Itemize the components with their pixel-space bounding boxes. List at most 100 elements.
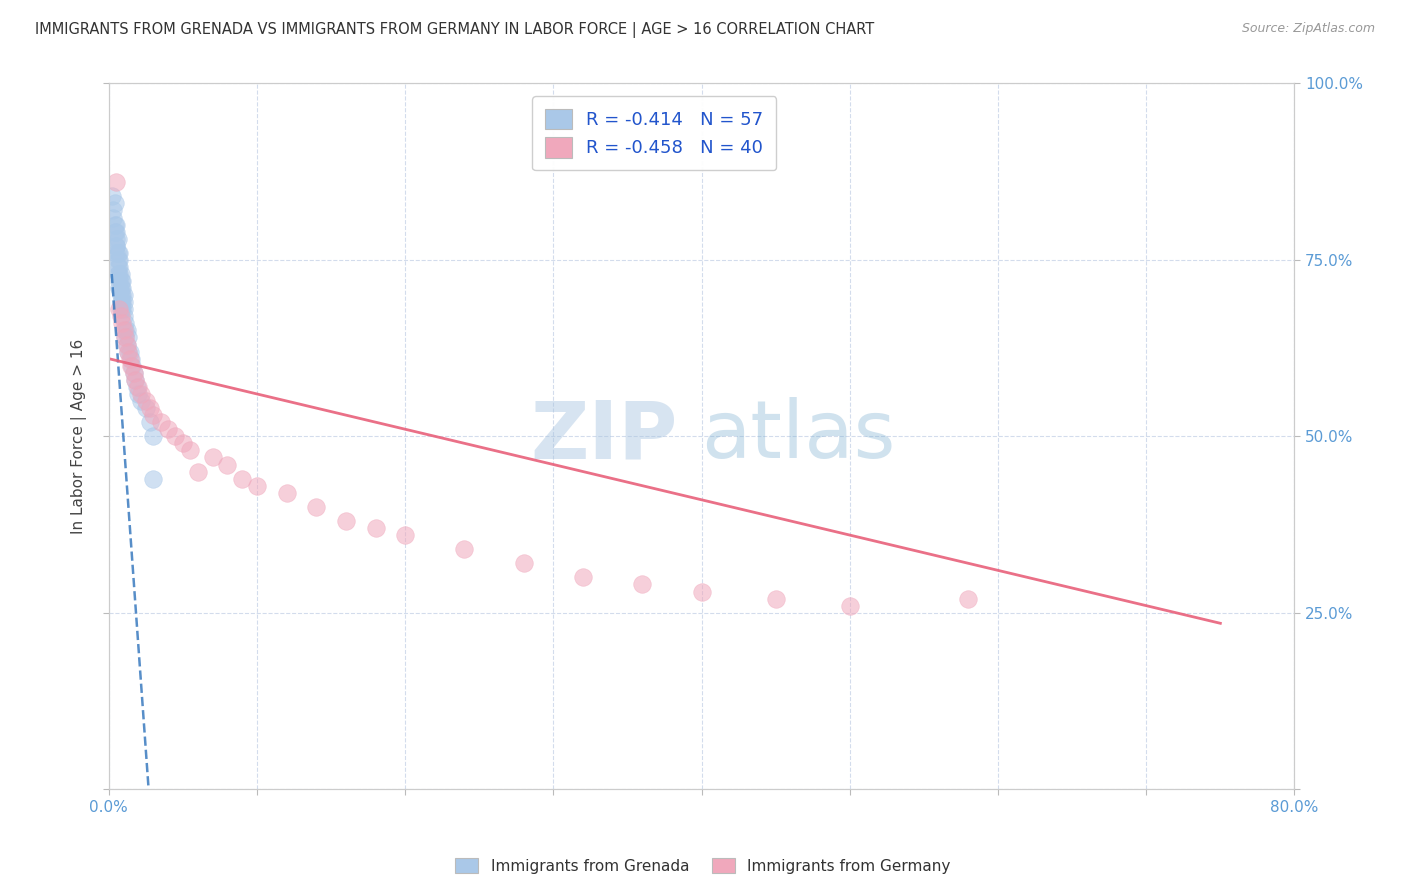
Legend: R = -0.414   N = 57, R = -0.458   N = 40: R = -0.414 N = 57, R = -0.458 N = 40	[533, 96, 776, 170]
Point	[108, 281, 131, 295]
Point	[142, 429, 165, 443]
Point	[121, 359, 143, 373]
Point	[111, 274, 134, 288]
Point	[105, 245, 128, 260]
Point	[157, 422, 180, 436]
Point	[107, 232, 129, 246]
Point	[105, 239, 128, 253]
Point	[142, 472, 165, 486]
Point	[112, 295, 135, 310]
Point	[111, 317, 134, 331]
Point	[115, 323, 138, 337]
Point	[246, 478, 269, 492]
Point	[276, 485, 298, 500]
Point	[453, 542, 475, 557]
Point	[110, 288, 132, 302]
Point	[104, 225, 127, 239]
Point	[108, 260, 131, 274]
Point	[201, 450, 224, 465]
Legend: Immigrants from Grenada, Immigrants from Germany: Immigrants from Grenada, Immigrants from…	[450, 852, 956, 880]
Point	[108, 245, 131, 260]
Point	[122, 366, 145, 380]
Point	[110, 274, 132, 288]
Point	[115, 337, 138, 351]
Point	[231, 472, 253, 486]
Point	[118, 344, 141, 359]
Point	[165, 429, 187, 443]
Point	[107, 260, 129, 274]
Point	[115, 337, 138, 351]
Text: IMMIGRANTS FROM GRENADA VS IMMIGRANTS FROM GERMANY IN LABOR FORCE | AGE > 16 COR: IMMIGRANTS FROM GRENADA VS IMMIGRANTS FR…	[35, 22, 875, 38]
Point	[105, 232, 128, 246]
Point	[108, 252, 131, 267]
Point	[108, 274, 131, 288]
Point	[111, 281, 134, 295]
Point	[122, 366, 145, 380]
Text: atlas: atlas	[702, 397, 896, 475]
Point	[105, 175, 128, 189]
Point	[120, 359, 142, 373]
Point	[135, 394, 157, 409]
Point	[142, 408, 165, 422]
Point	[149, 415, 172, 429]
Point	[305, 500, 328, 514]
Point	[104, 218, 127, 232]
Point	[110, 295, 132, 310]
Point	[124, 373, 146, 387]
Point	[631, 577, 654, 591]
Point	[172, 436, 194, 450]
Point	[105, 218, 128, 232]
Point	[335, 514, 357, 528]
Point	[572, 570, 595, 584]
Point	[139, 401, 162, 415]
Point	[105, 239, 128, 253]
Point	[105, 225, 128, 239]
Point	[111, 295, 134, 310]
Point	[117, 330, 139, 344]
Point	[179, 443, 201, 458]
Point	[114, 330, 136, 344]
Point	[107, 245, 129, 260]
Point	[117, 344, 139, 359]
Point	[103, 203, 125, 218]
Y-axis label: In Labor Force | Age > 16: In Labor Force | Age > 16	[72, 339, 87, 534]
Text: ZIP: ZIP	[530, 397, 678, 475]
Point	[112, 310, 135, 324]
Point	[107, 252, 129, 267]
Point	[690, 584, 713, 599]
Point	[135, 401, 157, 415]
Point	[108, 267, 131, 281]
Point	[110, 302, 132, 317]
Point	[139, 415, 162, 429]
Point	[110, 281, 132, 295]
Point	[114, 330, 136, 344]
Point	[108, 302, 131, 317]
Point	[765, 591, 787, 606]
Point	[107, 267, 129, 281]
Point	[364, 521, 387, 535]
Text: Source: ZipAtlas.com: Source: ZipAtlas.com	[1241, 22, 1375, 36]
Point	[117, 344, 139, 359]
Point	[110, 267, 132, 281]
Point	[104, 196, 127, 211]
Point	[957, 591, 980, 606]
Point	[127, 380, 149, 394]
Point	[120, 351, 142, 366]
Point	[125, 380, 148, 394]
Point	[217, 458, 239, 472]
Point	[118, 351, 141, 366]
Point	[114, 317, 136, 331]
Point	[187, 465, 209, 479]
Point	[103, 211, 125, 225]
Point	[111, 288, 134, 302]
Point	[110, 310, 132, 324]
Point	[131, 387, 153, 401]
Point	[127, 387, 149, 401]
Point	[111, 302, 134, 317]
Point	[112, 288, 135, 302]
Point	[100, 189, 122, 203]
Point	[131, 394, 153, 409]
Point	[114, 323, 136, 337]
Point	[838, 599, 860, 613]
Point	[394, 528, 416, 542]
